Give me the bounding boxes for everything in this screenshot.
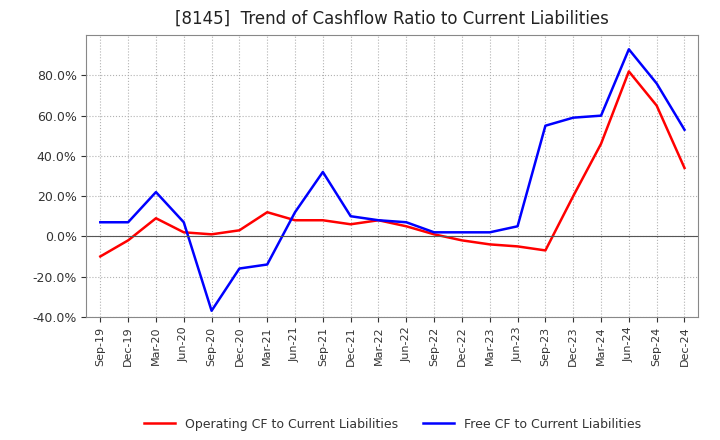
Free CF to Current Liabilities	[569, 115, 577, 120]
Operating CF to Current Liabilities	[179, 230, 188, 235]
Free CF to Current Liabilities	[430, 230, 438, 235]
Line: Operating CF to Current Liabilities: Operating CF to Current Liabilities	[100, 71, 685, 257]
Free CF to Current Liabilities	[458, 230, 467, 235]
Free CF to Current Liabilities	[291, 209, 300, 215]
Operating CF to Current Liabilities	[430, 232, 438, 237]
Operating CF to Current Liabilities	[124, 238, 132, 243]
Operating CF to Current Liabilities	[96, 254, 104, 259]
Free CF to Current Liabilities	[485, 230, 494, 235]
Free CF to Current Liabilities	[513, 224, 522, 229]
Free CF to Current Liabilities	[541, 123, 550, 128]
Operating CF to Current Liabilities	[458, 238, 467, 243]
Free CF to Current Liabilities	[402, 220, 410, 225]
Free CF to Current Liabilities	[96, 220, 104, 225]
Operating CF to Current Liabilities	[235, 227, 243, 233]
Free CF to Current Liabilities	[318, 169, 327, 175]
Operating CF to Current Liabilities	[346, 222, 355, 227]
Operating CF to Current Liabilities	[318, 218, 327, 223]
Line: Free CF to Current Liabilities: Free CF to Current Liabilities	[100, 49, 685, 311]
Operating CF to Current Liabilities	[597, 141, 606, 147]
Operating CF to Current Liabilities	[402, 224, 410, 229]
Operating CF to Current Liabilities	[291, 218, 300, 223]
Operating CF to Current Liabilities	[207, 232, 216, 237]
Operating CF to Current Liabilities	[624, 69, 633, 74]
Operating CF to Current Liabilities	[263, 209, 271, 215]
Free CF to Current Liabilities	[235, 266, 243, 271]
Free CF to Current Liabilities	[597, 113, 606, 118]
Free CF to Current Liabilities	[346, 213, 355, 219]
Operating CF to Current Liabilities	[513, 244, 522, 249]
Operating CF to Current Liabilities	[569, 194, 577, 199]
Free CF to Current Liabilities	[374, 218, 383, 223]
Operating CF to Current Liabilities	[485, 242, 494, 247]
Operating CF to Current Liabilities	[541, 248, 550, 253]
Free CF to Current Liabilities	[152, 190, 161, 195]
Free CF to Current Liabilities	[263, 262, 271, 267]
Operating CF to Current Liabilities	[374, 218, 383, 223]
Free CF to Current Liabilities	[124, 220, 132, 225]
Title: [8145]  Trend of Cashflow Ratio to Current Liabilities: [8145] Trend of Cashflow Ratio to Curren…	[176, 10, 609, 28]
Free CF to Current Liabilities	[207, 308, 216, 313]
Legend: Operating CF to Current Liabilities, Free CF to Current Liabilities: Operating CF to Current Liabilities, Fre…	[138, 413, 647, 436]
Operating CF to Current Liabilities	[680, 165, 689, 171]
Operating CF to Current Liabilities	[652, 103, 661, 108]
Operating CF to Current Liabilities	[152, 216, 161, 221]
Free CF to Current Liabilities	[652, 81, 661, 86]
Free CF to Current Liabilities	[680, 127, 689, 132]
Free CF to Current Liabilities	[624, 47, 633, 52]
Free CF to Current Liabilities	[179, 220, 188, 225]
